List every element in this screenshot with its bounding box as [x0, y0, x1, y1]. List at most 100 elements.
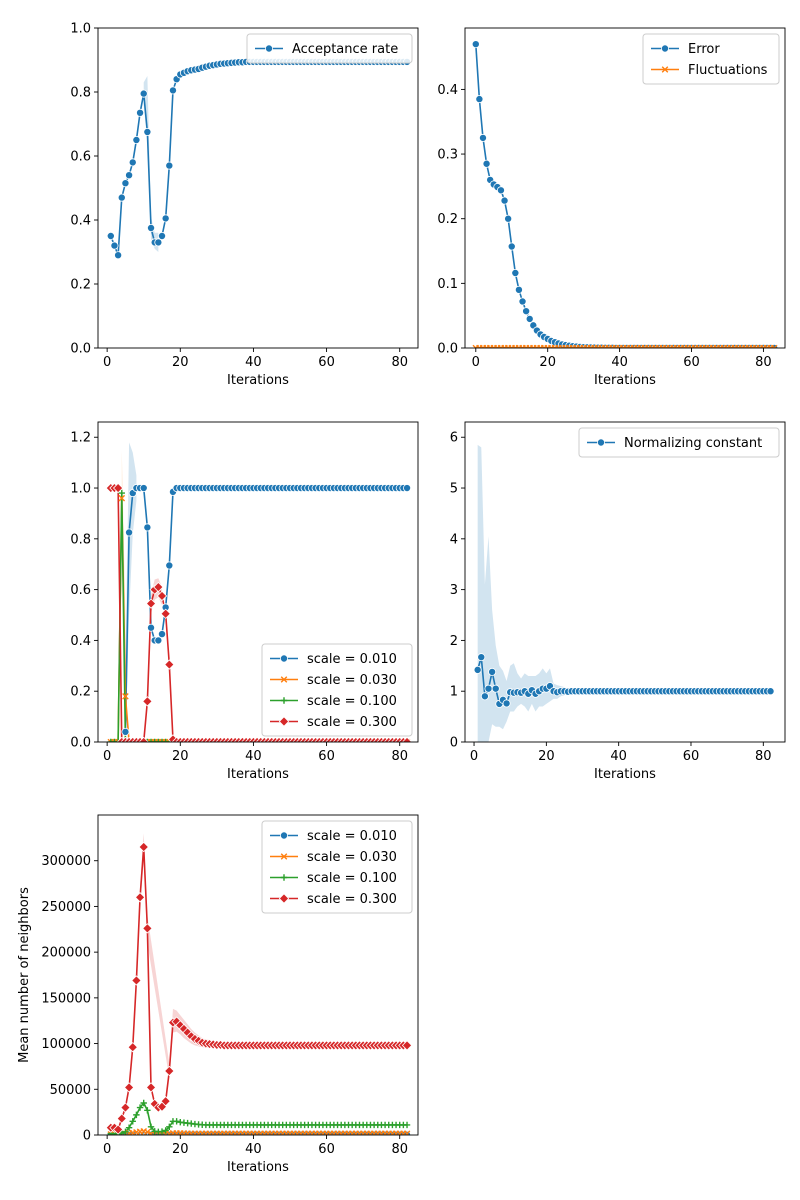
- y-tick-label: 0.2: [437, 212, 458, 227]
- series-markers: [106, 57, 412, 260]
- series-markers: [105, 841, 413, 1135]
- legend-label: scale = 0.300: [307, 715, 397, 730]
- data-point: [518, 297, 527, 306]
- x-tick-label: 20: [172, 1142, 189, 1157]
- data-point: [161, 214, 170, 223]
- data-point: [280, 853, 288, 860]
- series-line: [110, 487, 408, 742]
- y-tick-label: 0.8: [70, 532, 91, 547]
- y-tick-label: 0.2: [70, 685, 91, 700]
- x-tick-label: 20: [538, 749, 555, 764]
- series-markers: [105, 482, 413, 742]
- data-point: [138, 841, 149, 853]
- data-point: [155, 738, 162, 742]
- legend: scale = 0.010 scale = 0.030 scale = 0.100 s…: [261, 820, 413, 914]
- data-point: [157, 630, 166, 639]
- data-point: [522, 307, 531, 316]
- x-axis-label: Iterations: [227, 1160, 289, 1175]
- y-tick-label: 2: [450, 634, 458, 649]
- data-point: [475, 95, 484, 104]
- data-point: [403, 1130, 411, 1135]
- plot-area: [105, 442, 413, 742]
- data-point: [118, 1129, 125, 1135]
- legend: Normalizing constant: [578, 427, 780, 458]
- y-tick-label: 0.1: [437, 277, 458, 292]
- y-tick-label: 0.0: [70, 736, 91, 751]
- data-point: [129, 1118, 136, 1125]
- x-tick-label: 60: [318, 749, 335, 764]
- data-point: [145, 598, 157, 609]
- data-point: [154, 238, 163, 247]
- chart-panel-p5: 0 20 40 60 80 0 50000 100000 150000 200000 250000 3…: [17, 814, 419, 1175]
- y-tick-label: 0.6: [70, 150, 91, 165]
- data-point: [661, 44, 670, 53]
- x-tick-label: 60: [318, 355, 335, 370]
- data-point: [147, 623, 156, 632]
- data-point: [121, 179, 130, 188]
- data-point: [162, 1127, 169, 1134]
- x-tick-label: 40: [245, 749, 262, 764]
- data-point: [106, 231, 115, 240]
- chart-panel-p3: 0 20 40 60 80 0.0 0.2 0.4 0.6 0.8 1.0 1.2 Iterations…: [70, 421, 419, 782]
- data-point: [147, 1123, 155, 1130]
- data-point: [139, 484, 148, 493]
- plot-area: [473, 444, 775, 742]
- data-point: [156, 590, 168, 602]
- series-markers: [472, 344, 778, 348]
- y-tick-label: 250000: [41, 900, 91, 915]
- data-point: [278, 893, 290, 904]
- x-tick-label: 0: [470, 749, 478, 764]
- data-point: [162, 738, 169, 742]
- data-point: [511, 269, 520, 278]
- y-tick-label: 0.6: [70, 583, 91, 598]
- data-point: [114, 251, 123, 260]
- data-point: [280, 697, 288, 704]
- confidence-band: [140, 833, 210, 1079]
- y-tick-label: 0.0: [70, 342, 91, 357]
- data-point: [160, 1096, 171, 1107]
- y-tick-label: 0.4: [70, 214, 91, 229]
- data-point: [280, 676, 288, 683]
- data-point: [766, 687, 775, 696]
- data-point: [403, 1121, 411, 1129]
- x-tick-label: 0: [103, 1142, 111, 1157]
- legend-label: scale = 0.100: [307, 694, 397, 709]
- data-point: [128, 158, 137, 167]
- data-point: [112, 482, 124, 494]
- data-point: [114, 738, 122, 742]
- x-tick-label: 40: [245, 1142, 262, 1157]
- x-tick-label: 40: [611, 355, 628, 370]
- x-tick-label: 40: [245, 355, 262, 370]
- data-point: [139, 89, 148, 98]
- data-point: [132, 135, 141, 144]
- series-markers: [471, 40, 779, 348]
- series-markers: [121, 484, 412, 736]
- data-point: [131, 975, 142, 986]
- data-point: [133, 1111, 140, 1119]
- data-point: [264, 44, 273, 53]
- data-point: [118, 489, 125, 497]
- axes-frame: [97, 421, 419, 743]
- data-point: [502, 699, 511, 708]
- x-tick-label: 20: [172, 355, 189, 370]
- axes-frame: [97, 27, 419, 349]
- y-tick-label: 100000: [41, 1037, 91, 1052]
- x-tick-label: 0: [472, 355, 480, 370]
- legend-label: Fluctuations: [688, 63, 768, 78]
- x-axis-label: Iterations: [227, 373, 289, 388]
- y-tick-label: 0.3: [437, 148, 458, 163]
- legend-box: [642, 33, 780, 85]
- data-point: [482, 159, 491, 168]
- x-axis-label: Iterations: [594, 373, 656, 388]
- data-point: [153, 581, 164, 593]
- data-point: [480, 692, 489, 701]
- x-tick-label: 80: [391, 1142, 408, 1157]
- chart-panel-p4: 0 20 40 60 80 0 1 2 3 4 5 6 Iterations Normalizing co…: [450, 421, 786, 782]
- series-line: [110, 61, 408, 256]
- legend-label: scale = 0.300: [307, 892, 397, 907]
- data-point: [117, 193, 126, 202]
- data-point: [473, 665, 482, 674]
- data-point: [279, 654, 288, 663]
- plot-area: [106, 57, 412, 260]
